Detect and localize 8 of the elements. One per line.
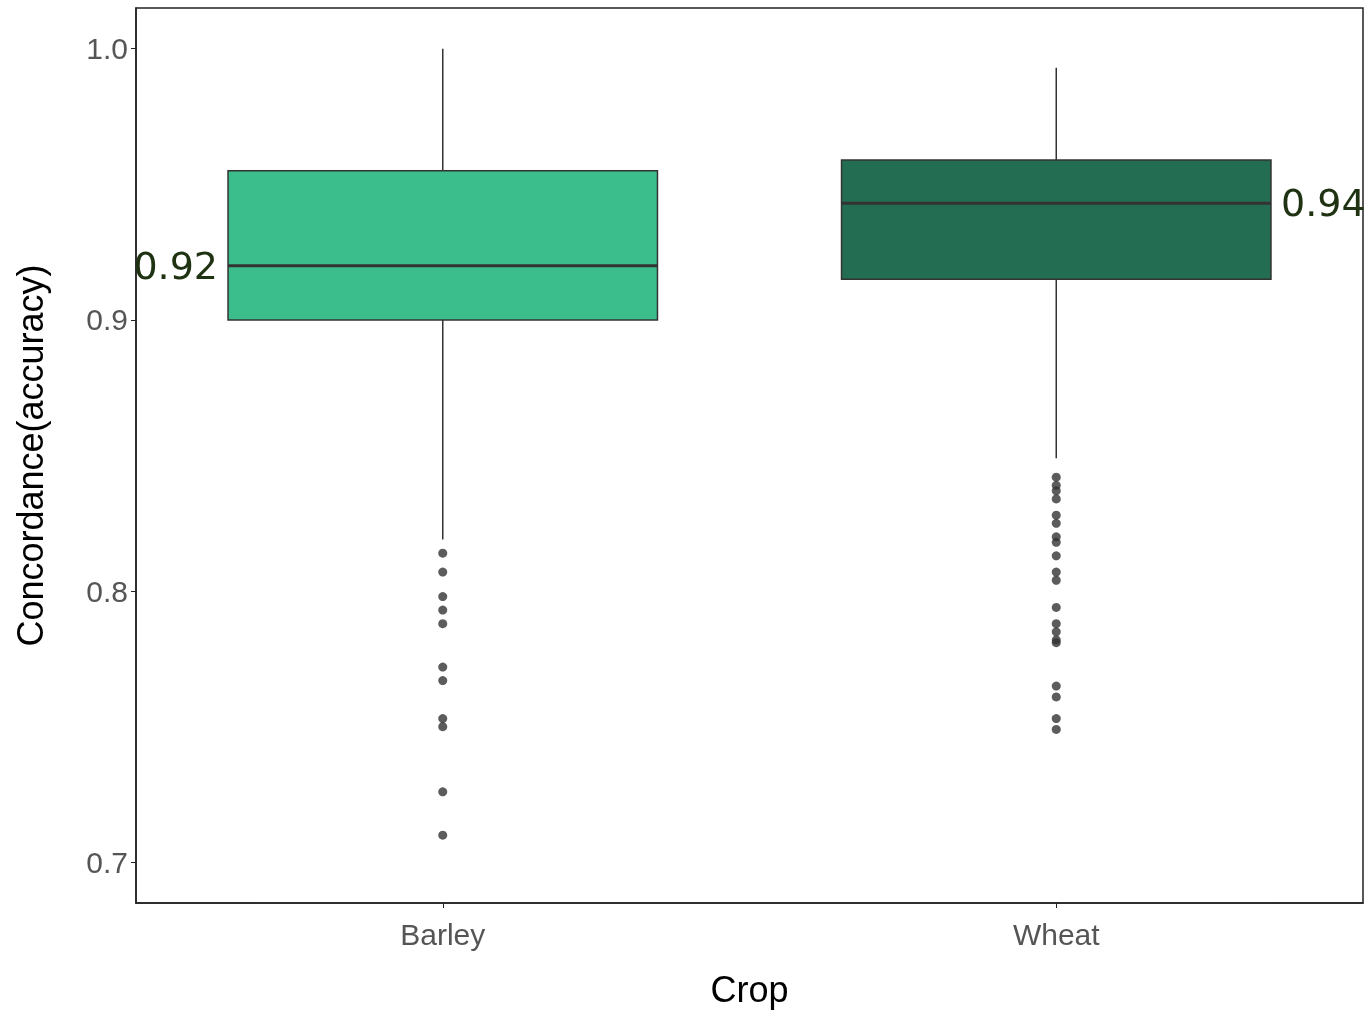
y-axis-title: Concordance(accuracy)	[9, 264, 51, 647]
y-tick-label: 0.9	[86, 303, 128, 337]
y-tick-label: 0.7	[86, 845, 128, 879]
y-tick-label: 1.0	[86, 32, 128, 66]
x-tick-label: Barley	[400, 917, 486, 951]
x-tick-label: Wheat	[1012, 917, 1101, 951]
x-axis-title: Crop	[710, 968, 789, 1010]
y-tick-label: 0.8	[86, 574, 128, 608]
